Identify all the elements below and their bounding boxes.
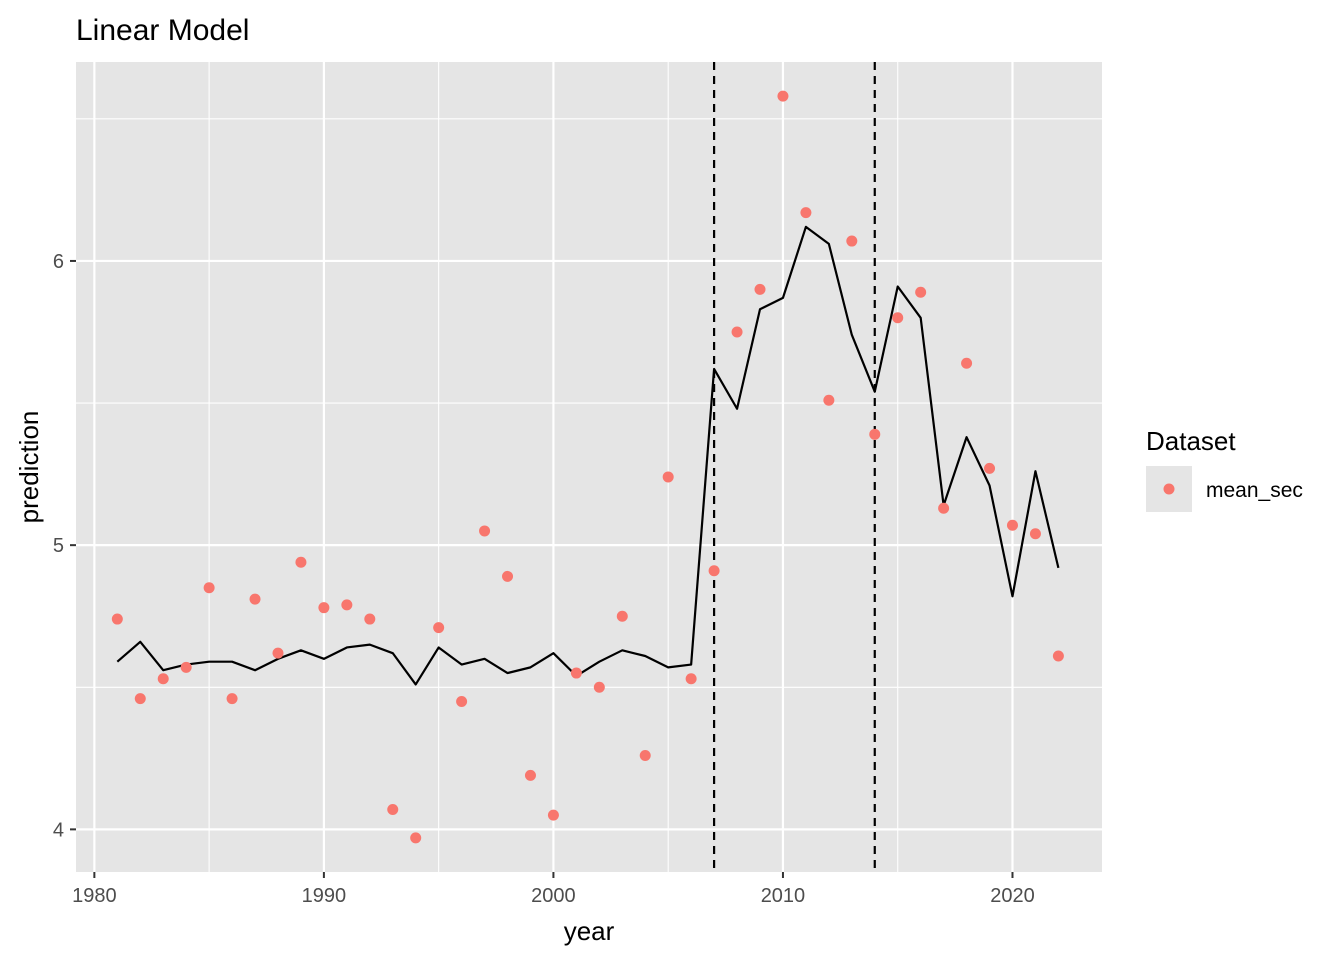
data-point: [570, 667, 582, 679]
data-point: [938, 502, 950, 514]
data-point: [364, 613, 376, 625]
legend-label: mean_sec: [1206, 479, 1303, 502]
data-point: [203, 582, 215, 594]
data-point: [961, 357, 973, 369]
fitted-line-layer: [116, 225, 1060, 686]
grid-major: [76, 62, 1102, 872]
x-axis-title: year: [564, 916, 615, 946]
data-point: [547, 809, 559, 821]
y-tick-label: 5: [53, 535, 64, 557]
vlines: [712, 62, 876, 872]
y-tick-label: 6: [53, 251, 64, 273]
data-point: [754, 283, 766, 295]
data-point: [1006, 519, 1018, 531]
y-axis-title: prediction: [14, 411, 44, 524]
grid-minor: [76, 62, 1102, 872]
chart-title: Linear Model: [76, 14, 249, 47]
data-point: [157, 673, 169, 685]
data-point: [387, 803, 399, 815]
data-point: [272, 647, 284, 659]
data-point: [524, 769, 536, 781]
data-point: [226, 693, 238, 705]
x-tick-label: 2010: [761, 885, 806, 907]
data-point: [433, 622, 445, 634]
fitted-line: [116, 225, 1060, 686]
data-point: [1029, 528, 1041, 540]
data-point: [984, 462, 996, 474]
data-point: [318, 602, 330, 614]
x-tick-label: 2020: [990, 885, 1035, 907]
data-point: [111, 613, 123, 625]
y-axis: 4 5 6: [53, 251, 76, 841]
data-point: [800, 207, 812, 219]
data-point: [685, 673, 697, 685]
data-point: [341, 599, 353, 611]
y-tick-label: 4: [53, 819, 64, 841]
data-point: [479, 525, 491, 537]
legend-title: Dataset: [1146, 426, 1236, 456]
data-point: [593, 681, 605, 693]
data-point: [249, 593, 261, 605]
x-axis: 1980 1990 2000 2010 2020: [72, 872, 1035, 907]
data-point: [456, 695, 468, 707]
data-point: [892, 312, 904, 324]
data-point: [731, 326, 743, 338]
data-point: [616, 610, 628, 622]
x-tick-label: 2000: [531, 885, 576, 907]
data-point: [639, 749, 651, 761]
legend-key-point: [1163, 483, 1175, 495]
legend: Dataset mean_sec: [1146, 426, 1303, 512]
data-point: [846, 235, 858, 247]
data-point: [180, 661, 192, 673]
data-point: [777, 90, 789, 102]
x-tick-label: 1990: [302, 885, 347, 907]
data-point: [295, 556, 307, 568]
data-point: [410, 832, 422, 844]
data-point: [502, 570, 514, 582]
data-point: [869, 428, 881, 440]
x-tick-label: 1980: [72, 885, 117, 907]
data-point: [662, 471, 674, 483]
data-point: [134, 693, 146, 705]
data-point: [915, 286, 927, 298]
data-point: [1052, 650, 1064, 662]
data-point: [823, 394, 835, 406]
data-point: [708, 565, 720, 577]
plot-panel: [76, 62, 1102, 872]
points-layer: [111, 90, 1064, 844]
